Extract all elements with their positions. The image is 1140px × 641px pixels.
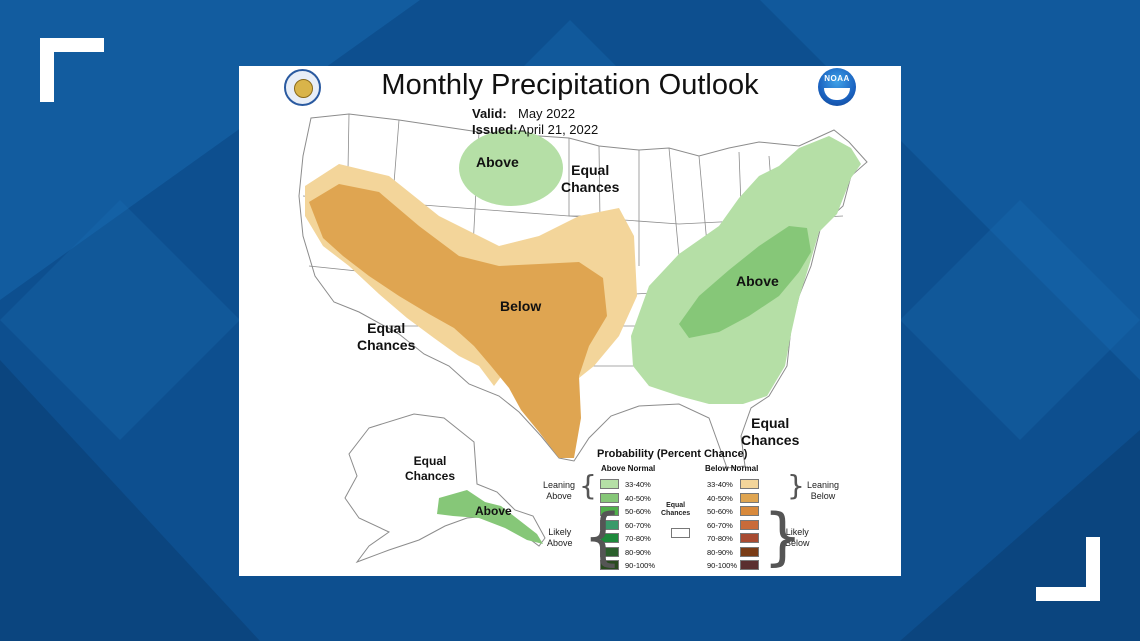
label-equal-chances-west: Equal Chances [357,320,415,354]
map-title: Monthly Precipitation Outlook [381,69,759,101]
label-equal-chances-west-line2: Chances [357,337,416,353]
legend-above-range: 33-40% [625,480,651,489]
noaa-logo-icon: NOAA [818,68,856,106]
legend-above-swatch [600,479,619,489]
valid-value: May 2022 [518,106,576,121]
legend-above-range: 70-80% [625,534,651,543]
label-equal-chances-north-line2: Chances [561,179,620,195]
label-alaska-equal-chances: Equal Chances [405,454,455,484]
legend-equal-swatch [671,528,690,538]
brace-leaning-below: } [787,469,805,502]
issued-value: April 21, 2022 [518,122,599,137]
issued-label: Issued: [472,122,518,137]
legend-title: Probability (Percent Chance) [597,448,748,460]
legend-equal-label: Equal Chances [661,502,690,518]
label-equal-chances-north-line1: Equal [571,162,610,178]
legend-likely-below: Likely Below [785,527,810,549]
legend-below-swatch [740,506,759,516]
legend-above-swatch [600,560,619,570]
label-equal-chances-southeast-line2: Chances [741,432,800,448]
legend-likely-above-line2: Above [547,538,573,548]
legend-below-swatch [740,533,759,543]
label-alaska-equal-chances-line1: Equal [413,454,447,468]
map-meta: Valid: May 2022 Issued:April 21, 2022 [472,106,598,138]
legend-below-range: 70-80% [707,534,733,543]
legend-above-range: 40-50% [625,493,651,503]
legend-below-swatch [740,546,759,557]
alaska-land [344,413,546,564]
legend-above-swatch [600,519,619,530]
brace-leaning-above: { [579,469,597,502]
legend-below-swatch [740,492,759,503]
legend-below-range: 33-40% [707,480,733,489]
corner-bracket-top-left [40,38,104,102]
legend-above-swatch [600,533,619,543]
brace-likely-above: { [583,500,623,573]
corner-bracket-bottom-right [1036,537,1100,601]
legend-leaning-below-line1: Leaning [807,480,840,490]
label-alaska-equal-chances-line2: Chances [405,469,456,483]
above-40-50-east-area [679,226,811,338]
legend-above-header: Above Normal [601,464,656,473]
legend-likely-above-line1: Likely [548,527,572,537]
label-equal-chances-north: Equal Chances [561,162,619,196]
noaa-logo-text: NOAA [824,74,850,83]
legend-likely-below-line2: Below [785,538,810,548]
label-below: Below [500,298,542,314]
brace-likely-below: } [763,500,803,573]
label-equal-chances-southeast-line1: Equal [751,415,790,431]
legend-leaning-above: Leaning Above [543,480,575,502]
valid-label: Valid: [472,106,507,121]
legend-below-range: 40-50% [707,493,733,503]
legend-below-range: 50-60% [707,507,733,516]
legend-above-range: 90-100% [625,561,656,570]
label-alaska-above: Above [475,504,512,518]
above-north-area [459,130,563,206]
legend-above-range: 50-60% [625,507,651,516]
legend-leaning-below-line2: Below [810,491,836,501]
legend-above-swatch [600,506,619,516]
outlook-map-card: NOAA Monthly Precipitation Outlook Valid… [239,66,901,576]
legend-equal-line1: Equal [666,502,686,509]
us-map [298,113,868,564]
label-equal-chances-west-line1: Equal [367,320,406,336]
legend-above-swatch [600,546,619,557]
legend-equal-line2: Chances [661,510,691,517]
legend-above-range: 60-70% [625,520,651,530]
legend-below-swatch [740,560,759,570]
doc-seal-icon [284,69,321,106]
label-equal-chances-southeast: Equal Chances [741,415,799,449]
below-40-50-area [309,184,607,458]
legend-leaning-above-line2: Above [546,491,572,501]
label-east-above: Above [736,273,779,289]
legend-below-range: 90-100% [707,561,738,570]
legend-above-range: 80-90% [625,547,651,557]
legend-likely-below-line1: Likely [785,527,809,537]
legend-below-swatch [740,479,759,489]
legend-above-swatch [600,492,619,503]
legend-below-header: Below Normal [705,464,759,473]
legend-below-range: 60-70% [707,520,733,530]
legend-likely-above: Likely Above [547,527,573,549]
legend-leaning-below: Leaning Below [807,480,839,502]
label-north-above: Above [476,154,519,170]
legend-leaning-above-line1: Leaning [543,480,576,490]
legend-below-swatch [740,519,759,530]
legend-below-range: 80-90% [707,547,733,557]
above-alaska-area [437,490,543,544]
